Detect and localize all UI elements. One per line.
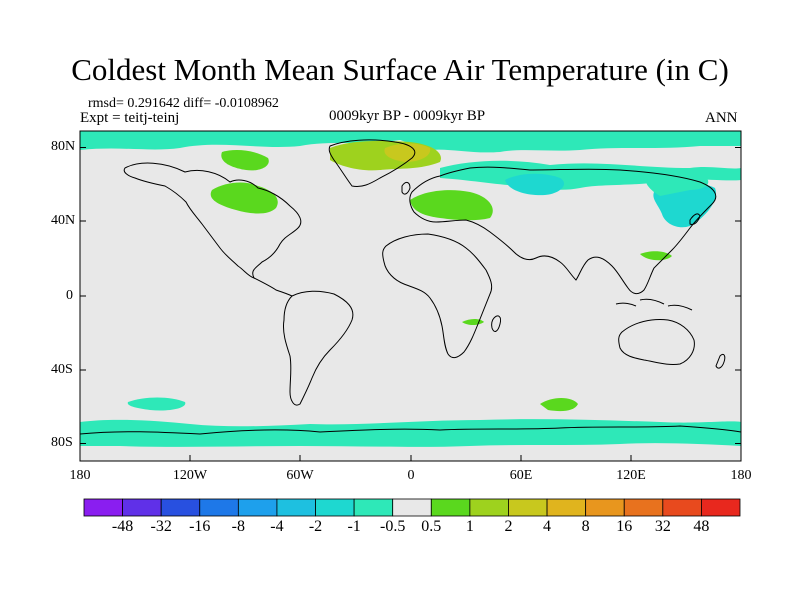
colorbar-swatch bbox=[623, 498, 664, 517]
colorbar-label: 48 bbox=[693, 518, 710, 535]
colorbar-swatch bbox=[508, 498, 548, 517]
britain-coastline bbox=[401, 181, 411, 195]
colorbar bbox=[83, 498, 741, 517]
japan-coastline bbox=[689, 213, 701, 225]
season-label: ANN bbox=[705, 110, 738, 126]
colorbar-swatch bbox=[585, 498, 625, 517]
colorbar-swatch bbox=[469, 498, 509, 517]
colorbar-swatch bbox=[546, 498, 587, 517]
australia-coastline bbox=[618, 319, 695, 365]
north-america-coastline bbox=[123, 162, 302, 279]
experiment-label: Expt = teitj-teinj bbox=[80, 110, 180, 126]
canada-anomaly-patch bbox=[210, 182, 278, 214]
stats-text: rmsd= 0.291642 diff= -0.0108962 bbox=[88, 96, 279, 111]
madagascar-coastline bbox=[491, 315, 501, 332]
colorbar-swatch bbox=[83, 498, 123, 517]
colorbar-label: 1 bbox=[465, 518, 474, 535]
colorbar-label: -2 bbox=[308, 518, 323, 535]
lon-label-180w: 180 bbox=[69, 468, 91, 483]
nw-pacific-anomaly-patch bbox=[645, 171, 709, 196]
southern-ocean-pacific-patch bbox=[127, 397, 186, 411]
greenland-coastline bbox=[328, 139, 416, 187]
colorbar-label: 16 bbox=[616, 518, 633, 535]
colorbar-label: -48 bbox=[111, 518, 134, 535]
colorbar-swatch bbox=[122, 498, 162, 517]
colorbar-swatch bbox=[662, 498, 702, 517]
new-zealand-coastline bbox=[715, 353, 726, 369]
map-background bbox=[80, 131, 741, 461]
colorbar-swatch bbox=[701, 498, 741, 517]
lon-label-120e: 120E bbox=[616, 468, 646, 483]
colorbar-label: -32 bbox=[150, 518, 172, 535]
lat-label-80n: 80N bbox=[51, 139, 76, 154]
lat-label-40n: 40N bbox=[51, 213, 76, 228]
colorbar-label: -4 bbox=[270, 518, 284, 535]
colorbar-swatch bbox=[199, 498, 239, 517]
colorbar-swatch bbox=[237, 498, 278, 517]
colorbar-label: 4 bbox=[543, 518, 552, 535]
indonesia-coastline bbox=[615, 298, 693, 311]
colorbar-swatch bbox=[392, 498, 432, 517]
greenland-central-anomaly-patch bbox=[384, 143, 431, 162]
colorbar-label: 32 bbox=[654, 518, 671, 535]
lon-label-180e: 180 bbox=[730, 468, 752, 483]
antarctica-coastline bbox=[80, 425, 741, 435]
colorbar-label: 0.5 bbox=[421, 518, 442, 535]
europe-anomaly-patch bbox=[410, 190, 493, 221]
lon-label-120w: 120W bbox=[172, 468, 208, 483]
arctic-anomaly-patch bbox=[80, 131, 741, 153]
southern-ocean-anomaly-patch bbox=[80, 419, 741, 447]
axis-ticks bbox=[80, 147, 741, 461]
southern-indian-anomaly-patch bbox=[540, 398, 578, 412]
colorbar-label: -1 bbox=[347, 518, 361, 535]
lat-label-40s: 40S bbox=[51, 362, 73, 377]
africa-coastline bbox=[382, 233, 493, 359]
colorbar-swatch bbox=[160, 498, 201, 517]
south-america-coastline bbox=[283, 290, 354, 406]
colorbar-label: 2 bbox=[504, 518, 513, 535]
lon-label-60e: 60E bbox=[509, 468, 533, 483]
colorbar-swatch bbox=[276, 498, 316, 517]
colorbar-label: -8 bbox=[231, 518, 246, 535]
colorbar-swatch bbox=[315, 498, 355, 517]
lat-label-0: 0 bbox=[66, 288, 73, 303]
period-label: 0009kyr BP - 0009kyr BP bbox=[328, 108, 486, 124]
coastlines bbox=[80, 139, 741, 435]
colorbar-label: 8 bbox=[581, 518, 590, 535]
colorbar-swatch bbox=[430, 498, 471, 517]
eurasia-coastline bbox=[409, 166, 717, 295]
map-title: Coldest Month Mean Surface Air Temperatu… bbox=[71, 52, 729, 87]
colorbar-label: -0.5 bbox=[380, 518, 406, 535]
lon-label-60w: 60W bbox=[286, 468, 314, 483]
lon-label-0: 0 bbox=[407, 468, 415, 483]
siberia-anomaly-patch bbox=[505, 173, 565, 196]
lat-label-80s: 80S bbox=[51, 435, 73, 450]
canada-arctic-anomaly-patch bbox=[221, 150, 269, 171]
colorbar-label: -16 bbox=[189, 518, 211, 535]
anomaly-layer bbox=[80, 131, 741, 447]
colorbar-swatch bbox=[353, 498, 394, 517]
central-america-coastline bbox=[253, 277, 293, 297]
